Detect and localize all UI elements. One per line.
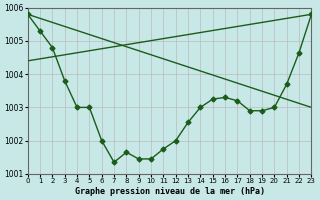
X-axis label: Graphe pression niveau de la mer (hPa): Graphe pression niveau de la mer (hPa) bbox=[75, 187, 265, 196]
